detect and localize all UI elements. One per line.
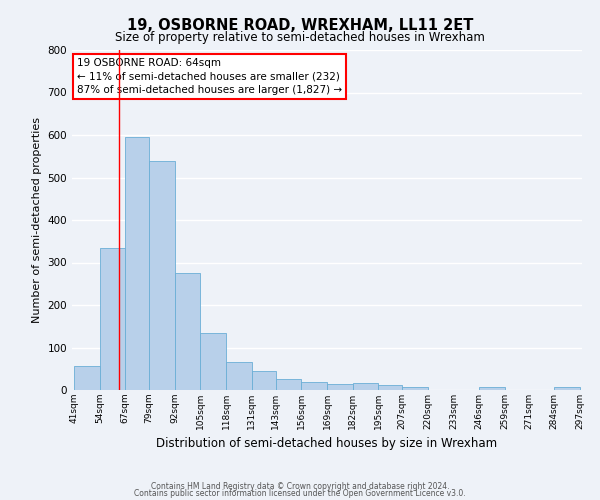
X-axis label: Distribution of semi-detached houses by size in Wrexham: Distribution of semi-detached houses by … <box>157 438 497 450</box>
Bar <box>226 362 252 390</box>
Bar <box>175 273 200 390</box>
Text: Contains public sector information licensed under the Open Government Licence v3: Contains public sector information licen… <box>134 490 466 498</box>
Bar <box>353 383 379 390</box>
Bar <box>100 248 125 390</box>
Bar <box>149 160 175 390</box>
Text: 19 OSBORNE ROAD: 64sqm
← 11% of semi-detached houses are smaller (232)
87% of se: 19 OSBORNE ROAD: 64sqm ← 11% of semi-det… <box>77 58 342 95</box>
Y-axis label: Number of semi-detached properties: Number of semi-detached properties <box>32 117 42 323</box>
Bar <box>200 332 226 390</box>
Bar <box>125 137 149 390</box>
Bar <box>252 371 275 390</box>
Bar <box>275 378 301 390</box>
Bar <box>327 384 353 390</box>
Text: 19, OSBORNE ROAD, WREXHAM, LL11 2ET: 19, OSBORNE ROAD, WREXHAM, LL11 2ET <box>127 18 473 32</box>
Bar <box>554 386 580 390</box>
Text: Size of property relative to semi-detached houses in Wrexham: Size of property relative to semi-detach… <box>115 31 485 44</box>
Bar <box>74 366 100 390</box>
Text: Contains HM Land Registry data © Crown copyright and database right 2024.: Contains HM Land Registry data © Crown c… <box>151 482 449 491</box>
Bar <box>402 386 428 390</box>
Bar <box>479 386 505 390</box>
Bar <box>301 382 327 390</box>
Bar <box>379 385 402 390</box>
